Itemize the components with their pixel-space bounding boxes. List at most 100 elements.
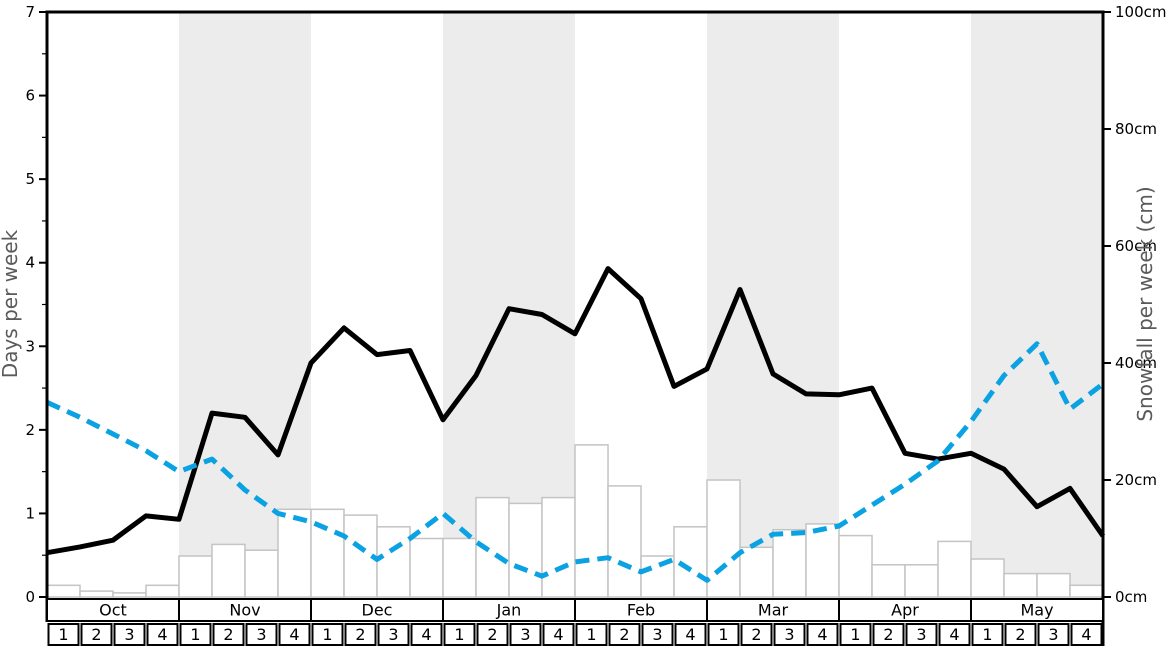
week-cell-may-3 bbox=[1037, 623, 1070, 646]
week-cell-oct-3 bbox=[113, 623, 146, 646]
week-cell-jan-4 bbox=[542, 623, 575, 646]
month-label-nov: Nov bbox=[229, 601, 260, 620]
week-cell-mar-1 bbox=[707, 623, 740, 646]
data-lines-group bbox=[45, 266, 1106, 583]
week-label-may-4: 4 bbox=[1081, 625, 1091, 644]
bar-oct-w3 bbox=[112, 592, 147, 598]
right-tick-label-0: 0cm bbox=[1115, 588, 1147, 606]
right-tick-label-100: 100cm bbox=[1115, 3, 1167, 21]
axes-group: 0 1 2 3 4 5 6 7 0cm 20cm 40cm 60cm 80cm 100cm bbox=[25, 3, 1167, 646]
week-cell-may-4 bbox=[1070, 623, 1103, 646]
right-tick-label-20: 20cm bbox=[1115, 471, 1157, 489]
left-tick-label-1: 1 bbox=[25, 504, 35, 522]
line-black-solid bbox=[46, 266, 1106, 556]
left-tick-label-0: 0 bbox=[25, 588, 35, 606]
left-tick-label-5: 5 bbox=[25, 170, 35, 188]
bar-mar-w2 bbox=[739, 546, 774, 598]
bar-dec-w3 bbox=[376, 526, 411, 598]
week-label-mar-4: 4 bbox=[817, 625, 827, 644]
bar-jan-w3 bbox=[508, 502, 543, 598]
week-label-apr-3: 3 bbox=[916, 625, 926, 644]
month-label-apr: Apr bbox=[891, 601, 919, 620]
snowfall-bars-group bbox=[46, 444, 1104, 598]
week-cell-dec-1 bbox=[311, 623, 344, 646]
week-cell-feb-2 bbox=[608, 623, 641, 646]
week-cell-mar-4 bbox=[806, 623, 839, 646]
week-cell-apr-3 bbox=[905, 623, 938, 646]
bar-jan-w1 bbox=[442, 537, 477, 598]
right-axis-title: Snowfall per week (cm) bbox=[1133, 186, 1157, 421]
week-cell-mar-3 bbox=[773, 623, 806, 646]
week-label-jan-1: 1 bbox=[454, 625, 464, 644]
left-tick-label-4: 4 bbox=[25, 254, 35, 272]
bar-may-w4 bbox=[1069, 584, 1104, 598]
week-cell-oct-1 bbox=[47, 623, 80, 646]
week-label-may-2: 2 bbox=[1015, 625, 1025, 644]
month-label-feb: Feb bbox=[627, 601, 655, 620]
week-label-oct-4: 4 bbox=[157, 625, 167, 644]
week-cell-jan-2 bbox=[476, 623, 509, 646]
band-nov bbox=[179, 12, 311, 597]
week-label-feb-2: 2 bbox=[619, 625, 629, 644]
week-label-jan-2: 2 bbox=[487, 625, 497, 644]
week-label-apr-4: 4 bbox=[949, 625, 959, 644]
week-label-mar-3: 3 bbox=[784, 625, 794, 644]
bar-dec-w4 bbox=[409, 537, 444, 598]
week-label-may-1: 1 bbox=[982, 625, 992, 644]
week-cell-dec-3 bbox=[377, 623, 410, 646]
week-label-feb-4: 4 bbox=[685, 625, 695, 644]
week-label-jan-3: 3 bbox=[520, 625, 530, 644]
week-cell-feb-1 bbox=[575, 623, 608, 646]
month-label-mar: Mar bbox=[758, 601, 789, 620]
left-tick-label-6: 6 bbox=[25, 87, 35, 105]
week-label-nov-4: 4 bbox=[289, 625, 299, 644]
week-label-apr-1: 1 bbox=[850, 625, 860, 644]
left-axis-title: Days per week bbox=[0, 229, 22, 378]
week-label-nov-3: 3 bbox=[256, 625, 266, 644]
bar-nov-w3 bbox=[244, 549, 279, 598]
month-shading-bands bbox=[179, 12, 1103, 597]
week-cell-dec-4 bbox=[410, 623, 443, 646]
week-cell-may-2 bbox=[1004, 623, 1037, 646]
bar-mar-w4 bbox=[805, 523, 840, 598]
bar-mar-w1 bbox=[706, 479, 741, 598]
bar-oct-w4 bbox=[145, 584, 180, 598]
week-cell-may-1 bbox=[971, 623, 1004, 646]
week-label-mar-2: 2 bbox=[751, 625, 761, 644]
bar-feb-w2 bbox=[607, 485, 642, 598]
month-cell-may bbox=[970, 598, 1104, 622]
bar-may-w3 bbox=[1036, 572, 1071, 598]
week-cell-feb-3 bbox=[641, 623, 674, 646]
bar-apr-w3 bbox=[904, 564, 939, 598]
bar-feb-w4 bbox=[673, 526, 708, 598]
week-cell-apr-1 bbox=[839, 623, 872, 646]
week-label-oct-2: 2 bbox=[91, 625, 101, 644]
bar-may-w2 bbox=[1003, 572, 1038, 598]
week-label-oct-3: 3 bbox=[124, 625, 134, 644]
week-label-oct-1: 1 bbox=[58, 625, 68, 644]
week-cell-nov-1 bbox=[179, 623, 212, 646]
week-cell-nov-4 bbox=[278, 623, 311, 646]
bar-jan-w4 bbox=[541, 496, 576, 598]
week-cell-jan-3 bbox=[509, 623, 542, 646]
week-label-dec-1: 1 bbox=[322, 625, 332, 644]
left-tick-label-7: 7 bbox=[25, 3, 35, 21]
week-cell-oct-2 bbox=[80, 623, 113, 646]
bar-may-w1 bbox=[970, 558, 1005, 598]
bar-apr-w2 bbox=[871, 564, 906, 598]
month-label-may: May bbox=[1020, 601, 1053, 620]
bar-oct-w1 bbox=[46, 584, 81, 598]
bar-apr-w4 bbox=[937, 540, 972, 598]
week-label-apr-2: 2 bbox=[883, 625, 893, 644]
week-label-feb-1: 1 bbox=[586, 625, 596, 644]
week-cell-nov-3 bbox=[245, 623, 278, 646]
left-tick-label-3: 3 bbox=[25, 337, 35, 355]
week-label-nov-2: 2 bbox=[223, 625, 233, 644]
week-cell-nov-2 bbox=[212, 623, 245, 646]
bar-nov-w4 bbox=[277, 508, 312, 598]
week-label-dec-3: 3 bbox=[388, 625, 398, 644]
week-cell-jan-1 bbox=[443, 623, 476, 646]
week-cell-apr-4 bbox=[938, 623, 971, 646]
